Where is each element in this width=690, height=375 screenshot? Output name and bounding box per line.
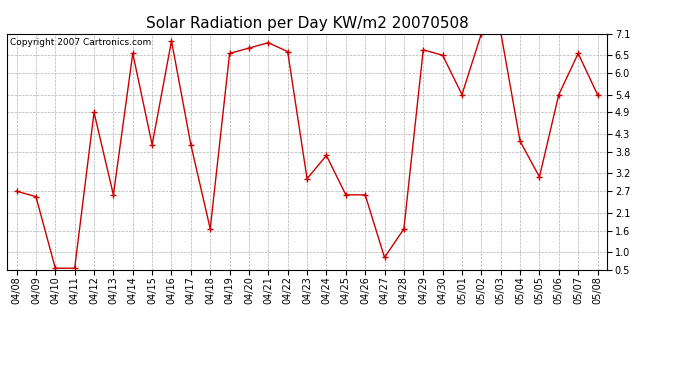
- Title: Solar Radiation per Day KW/m2 20070508: Solar Radiation per Day KW/m2 20070508: [146, 16, 469, 31]
- Text: Copyright 2007 Cartronics.com: Copyright 2007 Cartronics.com: [10, 39, 151, 48]
